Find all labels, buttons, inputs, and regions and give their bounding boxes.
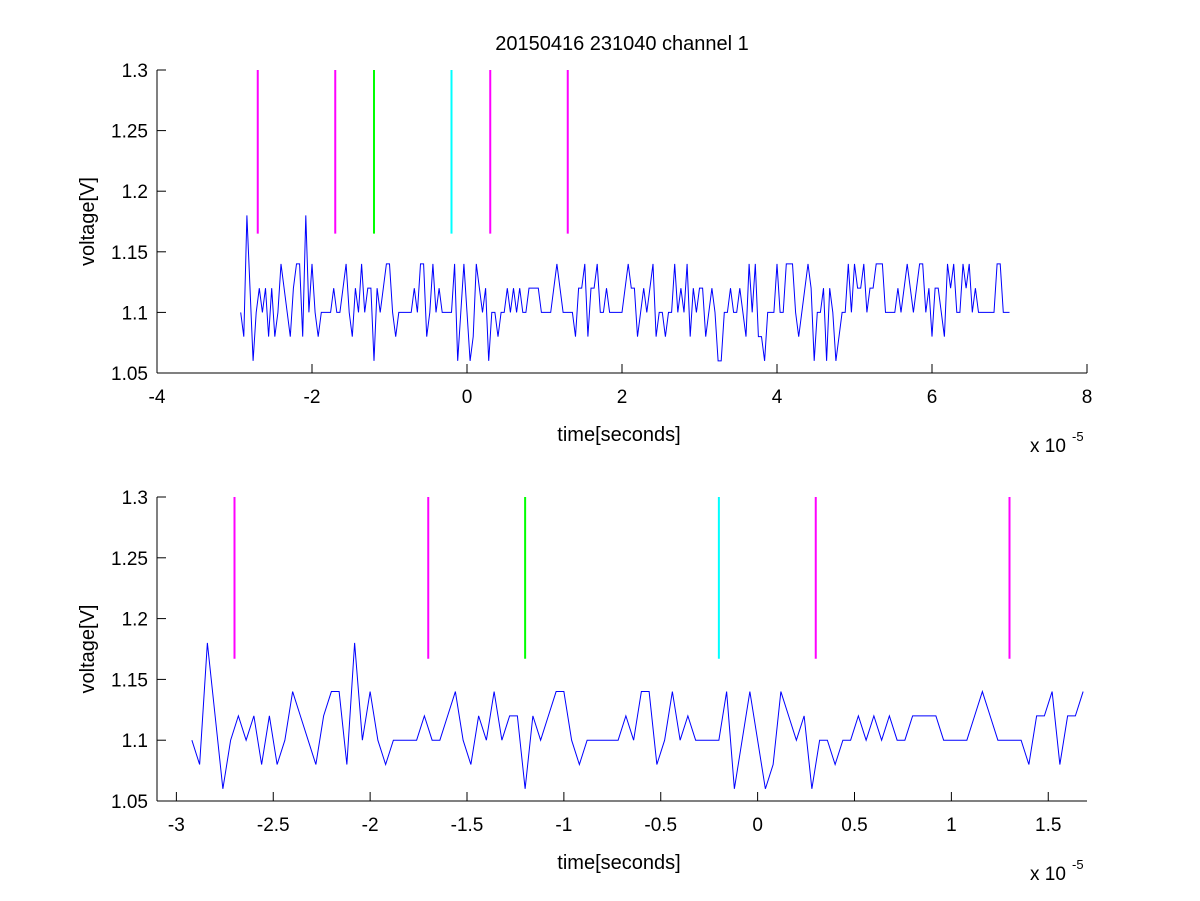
x-tick-label: -2.5	[257, 815, 290, 836]
x-tick-label: 0	[462, 387, 473, 408]
x-tick-label: -0.5	[644, 815, 677, 836]
figure-title: 20150416 231040 channel 1	[495, 33, 749, 55]
signal-trace	[191, 642, 1084, 789]
y-axis-label: voltage[V]	[77, 177, 99, 266]
x-tick-label: 2	[617, 387, 628, 408]
y-tick-label: 1.3	[122, 488, 148, 509]
signal-trace	[240, 215, 1010, 362]
y-tick-label: 1.05	[111, 792, 148, 813]
y-tick-label: 1.2	[122, 182, 148, 203]
top-axes: -4 -2 0 2 4 6 8 1.05 1.1 1.15 1.2 1.25 1.3 time[secon…	[77, 61, 1092, 457]
x-tick-label: 1.5	[1035, 815, 1061, 836]
x-axis-label: time[seconds]	[557, 424, 680, 446]
x-tick-label: -4	[149, 387, 166, 408]
x-multiplier-label: x 10	[1030, 436, 1066, 457]
x-tick-label: -2	[304, 387, 321, 408]
x-multiplier-exponent: -5	[1072, 857, 1084, 872]
y-tick-label: 1.2	[122, 610, 148, 631]
y-tick-label: 1.1	[122, 303, 148, 324]
y-tick-label: 1.25	[111, 549, 148, 570]
x-tick-label: 6	[927, 387, 938, 408]
x-tick-label: 4	[772, 387, 783, 408]
y-tick-label: 1.15	[111, 670, 148, 691]
x-multiplier-label: x 10	[1030, 864, 1066, 885]
x-axis-label: time[seconds]	[557, 852, 680, 874]
x-tick-label: 0	[752, 815, 763, 836]
x-tick-label: 8	[1082, 387, 1093, 408]
y-axis-label: voltage[V]	[77, 605, 99, 694]
x-tick-label: -1.5	[451, 815, 484, 836]
bottom-axes: -3 -2.5 -2 -1.5 -1 -0.5 0 0.5 1 1.5 1.05 1.1 1.15 1.2…	[77, 488, 1087, 885]
y-tick-label: 1.25	[111, 122, 148, 143]
x-tick-label: 1	[946, 815, 957, 836]
y-tick-label: 1.05	[111, 364, 148, 385]
x-tick-label: -3	[168, 815, 185, 836]
x-tick-label: -2	[362, 815, 379, 836]
x-tick-label: 0.5	[841, 815, 867, 836]
x-tick-label: -1	[555, 815, 572, 836]
x-multiplier-exponent: -5	[1072, 429, 1084, 444]
y-tick-label: 1.3	[122, 61, 148, 82]
y-tick-label: 1.1	[122, 731, 148, 752]
y-tick-label: 1.15	[111, 243, 148, 264]
